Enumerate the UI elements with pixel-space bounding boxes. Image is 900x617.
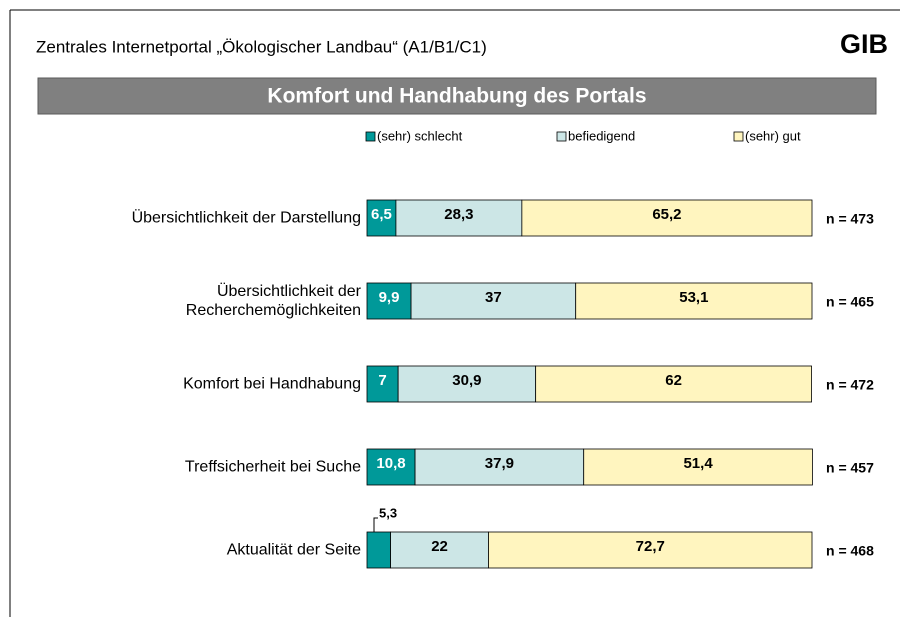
bar-segment: [488, 531, 813, 569]
value-label: 53,1: [679, 289, 708, 306]
value-label: 30,9: [452, 372, 481, 389]
bar-segment: [575, 282, 813, 320]
title-banner: [37, 77, 877, 115]
value-label: 37: [485, 289, 502, 306]
value-label: 7: [378, 372, 386, 389]
value-label: 6,5: [371, 206, 392, 223]
category-label: Aktualität der Seite: [226, 541, 361, 559]
n-label: n = 465: [826, 294, 874, 310]
legend-label: (sehr) gut: [745, 128, 801, 143]
value-label: 5,3: [379, 505, 397, 520]
value-label: 22: [431, 538, 448, 555]
n-label: n = 472: [826, 377, 874, 393]
bar-segment: [395, 199, 523, 237]
bar-segment: [583, 448, 813, 486]
header: Zentrales Internetportal „Ökologischer L…: [36, 37, 487, 56]
value-label: 65,2: [652, 206, 681, 223]
value-label: 37,9: [485, 455, 514, 472]
logo: GIB: [840, 29, 888, 59]
value-label: 28,3: [444, 206, 473, 223]
legend-label: befiedigend: [568, 128, 635, 143]
bar-segment: [366, 531, 391, 569]
legend-swatch: [733, 131, 744, 142]
bar-segment: [410, 282, 577, 320]
legend-label: (sehr) schlecht: [377, 128, 463, 143]
value-label: 62: [665, 372, 682, 389]
legend-swatch: [556, 131, 567, 142]
bar-segment: [390, 531, 489, 569]
n-label: n = 468: [826, 543, 874, 559]
bar-segment: [414, 448, 585, 486]
n-label: n = 473: [826, 211, 874, 227]
n-label: n = 457: [826, 460, 874, 476]
value-label: 9,9: [379, 289, 400, 306]
category-label: Übersichtlichkeit der Darstellung: [131, 209, 361, 227]
bar-segment: [366, 448, 416, 486]
category-label: Treffsicherheit bei Suche: [184, 458, 361, 476]
category-label: Übersichtlichkeit der Recherchemöglichke…: [185, 283, 361, 319]
bar-segment: [366, 365, 399, 403]
leader-line: [373, 517, 378, 532]
bar-segment: [535, 365, 812, 403]
value-label: 72,7: [636, 538, 665, 555]
legend-swatch: [365, 131, 376, 142]
chart-title: Komfort und Handhabung des Portals: [267, 85, 646, 108]
category-label: Komfort bei Handhabung: [183, 375, 361, 393]
bar-segment: [521, 199, 813, 237]
value-label: 51,4: [683, 455, 713, 472]
value-label: 10,8: [376, 455, 405, 472]
